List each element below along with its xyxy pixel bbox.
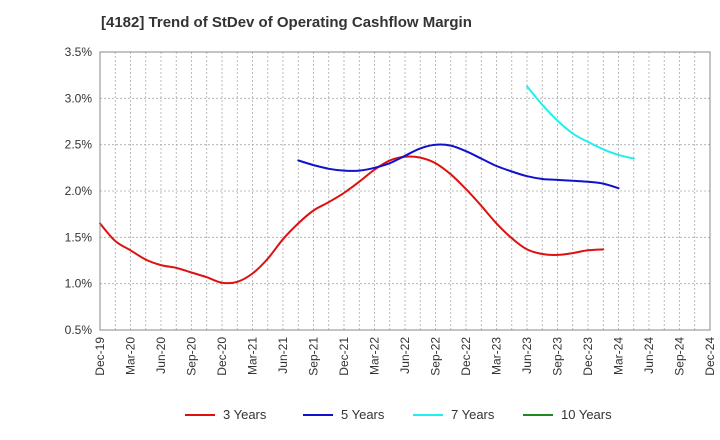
y-tick-label: 0.5% xyxy=(65,323,93,337)
legend: 3 Years 5 Years 7 Years 10 Years xyxy=(185,407,612,422)
y-tick-label: 2.5% xyxy=(65,138,93,152)
x-tick-label: Sep-22 xyxy=(429,337,443,376)
x-tick-label: Mar-22 xyxy=(368,337,382,375)
x-tick-label: Dec-20 xyxy=(215,337,229,376)
x-tick-label: Sep-23 xyxy=(551,337,565,376)
x-axis-ticks: Dec-19 Mar-20 Jun-20 Sep-20 Dec-20 Mar-21 Jun-… xyxy=(93,337,717,376)
x-tick-label: Mar-21 xyxy=(246,337,260,375)
y-tick-label: 1.5% xyxy=(65,230,93,244)
x-tick-label: Sep-20 xyxy=(185,337,199,376)
legend-label-3-years: 3 Years xyxy=(223,407,267,422)
legend-label-7-years: 7 Years xyxy=(451,407,495,422)
series-line-7-years xyxy=(526,85,635,160)
legend-label-10-years: 10 Years xyxy=(561,407,612,422)
y-axis-ticks: 0.5% 1.0% 1.5% 2.0% 2.5% 3.0% 3.5% xyxy=(65,45,93,337)
x-tick-label: Jun-20 xyxy=(154,337,168,374)
x-tick-label: Dec-22 xyxy=(459,337,473,376)
plot-frame xyxy=(99,51,711,331)
y-tick-label: 2.0% xyxy=(65,184,93,198)
x-tick-label: Dec-21 xyxy=(337,337,351,376)
x-tick-label: Sep-24 xyxy=(673,337,687,376)
x-tick-label: Jun-22 xyxy=(398,337,412,374)
x-tick-label: Mar-23 xyxy=(490,337,504,375)
x-tick-label: Dec-23 xyxy=(581,337,595,376)
x-tick-label: Dec-19 xyxy=(93,337,107,376)
x-tick-label: Jun-24 xyxy=(642,337,656,374)
series-line-5-years xyxy=(297,143,620,190)
chart-title: [4182] Trend of StDev of Operating Cashf… xyxy=(101,14,472,31)
x-tick-label: Mar-24 xyxy=(612,337,626,375)
series-layer xyxy=(99,85,635,285)
y-tick-label: 3.5% xyxy=(65,45,93,59)
x-tick-label: Dec-24 xyxy=(703,337,717,376)
x-tick-label: Jun-23 xyxy=(520,337,534,374)
y-tick-label: 3.0% xyxy=(65,91,93,105)
series-line-3-years xyxy=(99,155,605,285)
x-tick-label: Mar-20 xyxy=(124,337,138,375)
legend-label-5-years: 5 Years xyxy=(341,407,385,422)
y-tick-label: 1.0% xyxy=(65,277,93,291)
x-tick-label: Jun-21 xyxy=(276,337,290,374)
gridlines xyxy=(100,52,710,330)
x-tick-label: Sep-21 xyxy=(307,337,321,376)
